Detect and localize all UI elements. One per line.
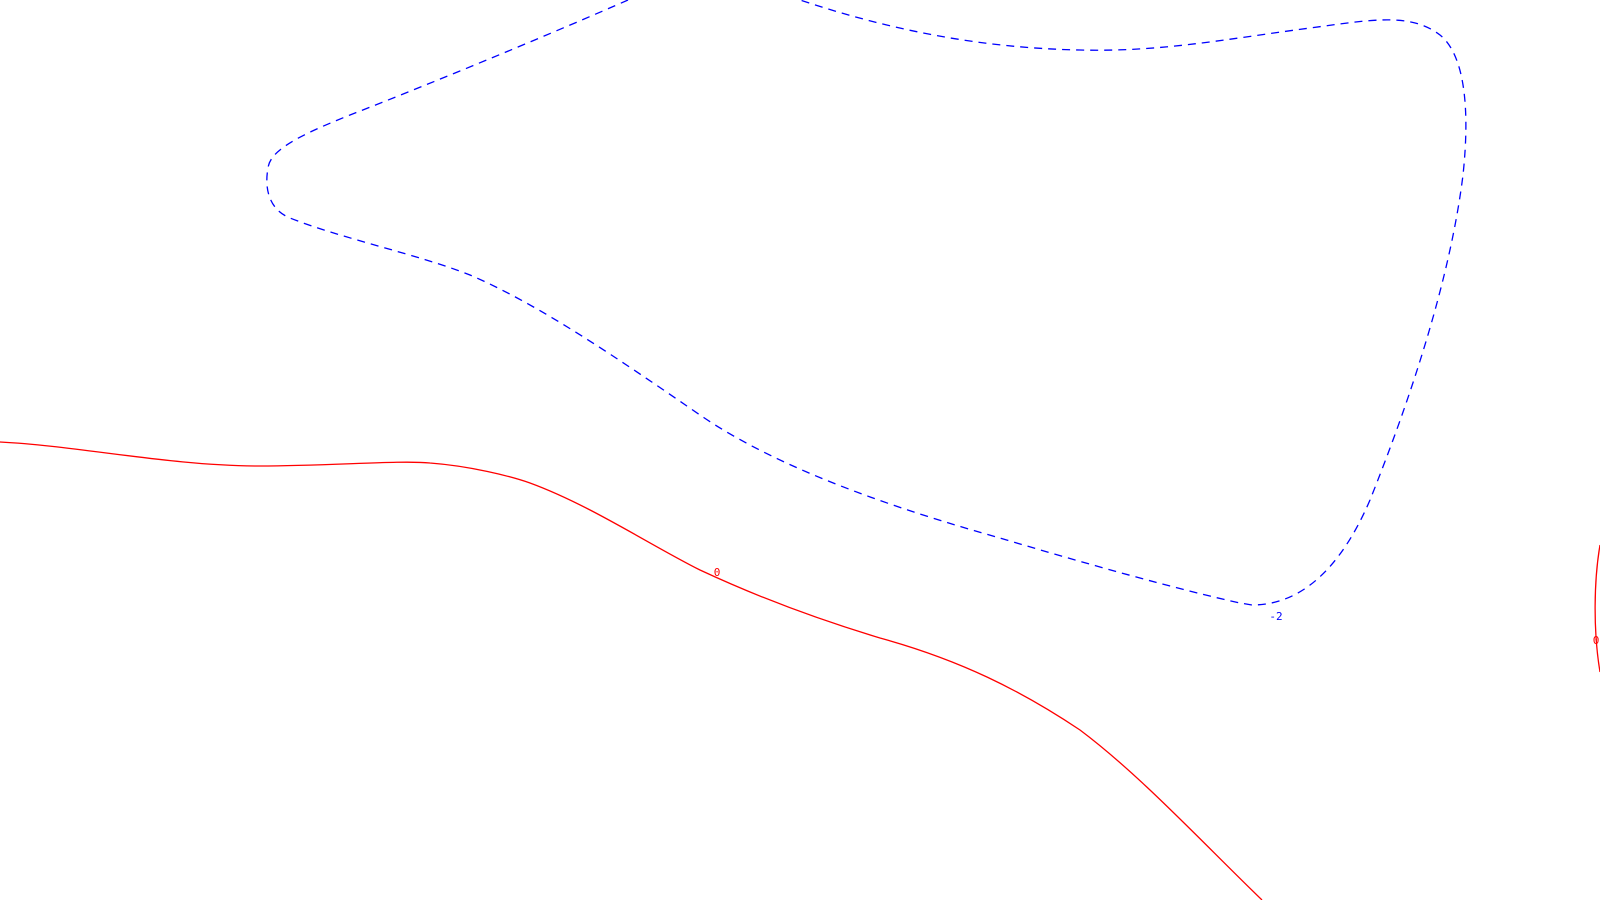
- contour-line-neg2: [266, 0, 1467, 606]
- contour-label-neg2: -2: [1269, 610, 1282, 623]
- contour-line-0-edge: [1594, 544, 1600, 673]
- contour-label-0-main: 0: [714, 566, 721, 579]
- contour-label-0-edge: 0: [1593, 634, 1600, 647]
- contour-line-0-main: [0, 441, 1263, 900]
